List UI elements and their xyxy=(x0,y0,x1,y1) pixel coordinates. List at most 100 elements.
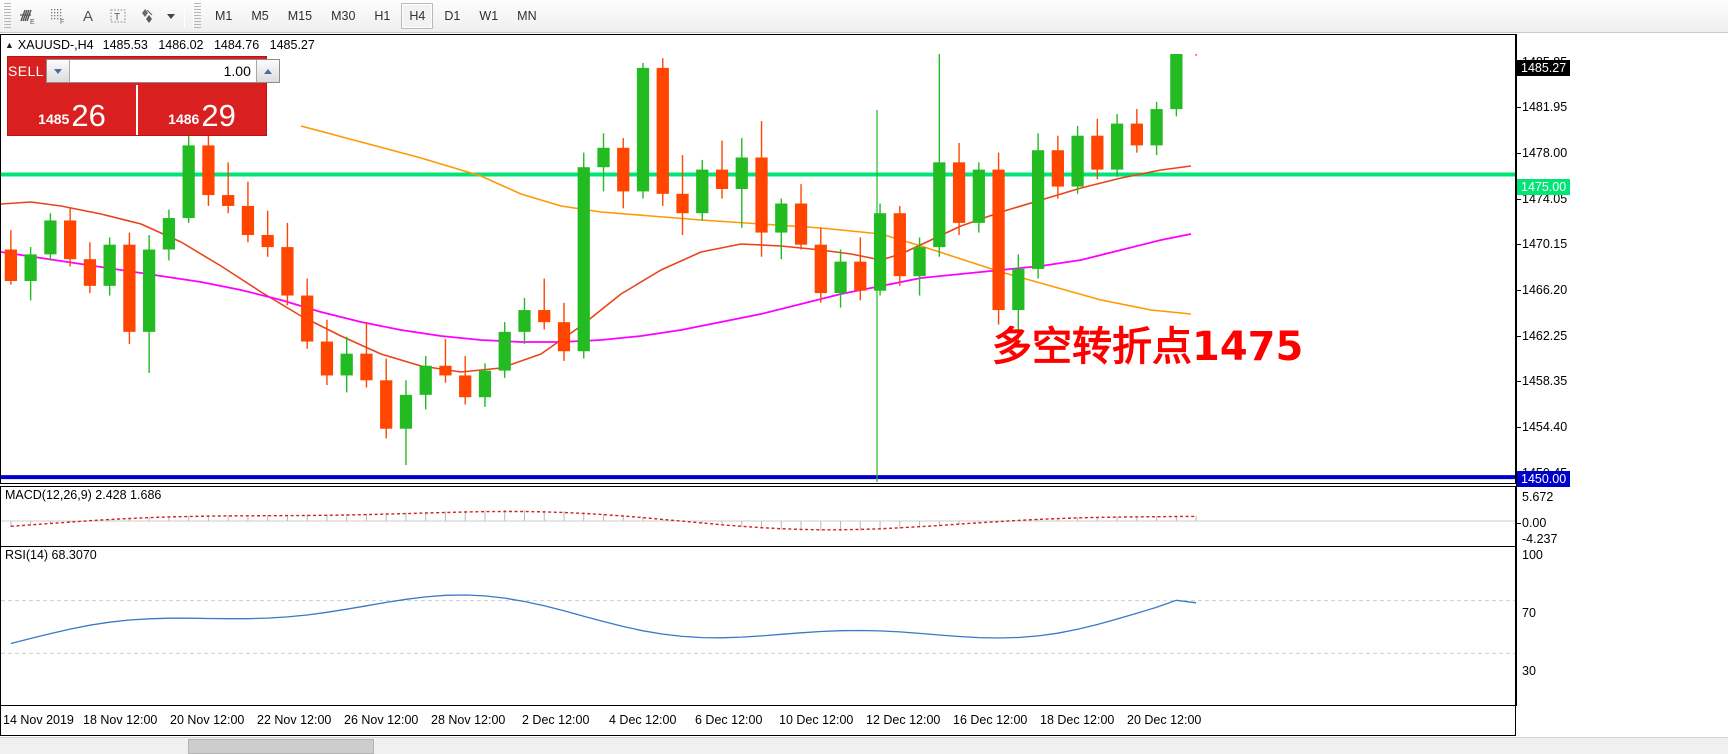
candlestick xyxy=(794,184,808,250)
rsi-svg xyxy=(1,594,1515,654)
candlestick xyxy=(498,322,511,378)
timeframe-button-m30[interactable]: M30 xyxy=(331,9,356,23)
timeframe-button-h4[interactable]: H4 xyxy=(401,3,434,29)
timeframe-toolbar-grip[interactable] xyxy=(193,3,201,29)
scrollbar-thumb[interactable] xyxy=(188,739,374,754)
candlestick xyxy=(222,162,235,214)
main-toolbar: E F A xyxy=(0,0,1728,33)
time-axis-label: 20 Dec 12:00 xyxy=(1127,713,1202,727)
rsi-panel[interactable]: RSI(14) 68.3070 xyxy=(0,546,1516,706)
macd-label: MACD(12,26,9) 2.428 1.686 xyxy=(5,488,165,502)
price-axis-tick xyxy=(1517,107,1521,109)
candlestick xyxy=(182,129,195,223)
svg-text:T: T xyxy=(114,12,120,23)
volume-increment-button[interactable] xyxy=(255,60,279,82)
timeframe-button-d1[interactable]: D1 xyxy=(444,9,461,23)
rsi-axis-label: 70 xyxy=(1522,606,1536,620)
macd-axis-label: 5.672 xyxy=(1522,490,1554,504)
text-label-icon[interactable]: A xyxy=(82,7,93,25)
candlestick xyxy=(775,198,788,260)
toolbar-grip[interactable] xyxy=(3,3,11,29)
candlestick xyxy=(1130,109,1143,153)
candlestick xyxy=(340,336,353,393)
candlestick xyxy=(972,162,985,233)
timeframe-button-m1[interactable]: M1 xyxy=(215,9,233,23)
candlestick xyxy=(952,142,966,235)
buy-button[interactable]: BUY xyxy=(281,63,312,79)
volume-input[interactable] xyxy=(69,60,256,82)
ohlc-open: 1485.53 xyxy=(102,37,148,52)
candlestick xyxy=(814,227,827,303)
macd-signal-line xyxy=(10,510,1197,531)
candlestick xyxy=(834,249,847,308)
toolbar-divider xyxy=(184,4,185,28)
candlestick xyxy=(241,181,255,243)
price-axis[interactable]: 1485.851481.951478.001474.051470.151466.… xyxy=(1516,34,1728,706)
candlestick xyxy=(478,363,492,407)
price-axis-label: 1466.20 xyxy=(1517,283,1567,297)
time-axis[interactable]: 14 Nov 2019 18 Nov 12:00 20 Nov 12:00 22 No… xyxy=(0,706,1516,736)
candlestick xyxy=(676,155,689,235)
text-box-icon[interactable]: T xyxy=(103,2,133,30)
macd-panel[interactable]: MACD(12,26,9) 2.428 1.686 xyxy=(0,486,1516,548)
price-axis-label: 1462.25 xyxy=(1517,329,1567,343)
time-axis-label: 26 Nov 12:00 xyxy=(344,713,419,727)
timeframe-button-h1[interactable]: H1 xyxy=(374,9,391,23)
time-axis-label: 2 Dec 12:00 xyxy=(522,713,590,727)
candlestick xyxy=(597,133,610,192)
price-axis-tick xyxy=(1517,335,1521,337)
candlestick xyxy=(735,138,748,228)
time-axis-label: 12 Dec 12:00 xyxy=(866,713,941,727)
svg-text:E: E xyxy=(30,19,35,26)
volume-decrement-button[interactable] xyxy=(46,60,70,82)
price-chart-panel[interactable] xyxy=(0,54,1516,484)
candlestick xyxy=(1051,135,1064,199)
timeframe-button-m15[interactable]: M15 xyxy=(287,9,313,23)
horizontal-scrollbar[interactable] xyxy=(0,737,1728,754)
candlestick xyxy=(1071,126,1084,194)
candlestick xyxy=(1110,113,1124,177)
price-axis-tick xyxy=(1517,152,1521,154)
candlestick xyxy=(44,213,57,261)
timeframe-button-m5[interactable]: M5 xyxy=(251,9,269,23)
candlestick xyxy=(1195,54,1197,56)
green-level-tag: 1475.00 xyxy=(1517,178,1571,195)
bid-price-prefix: 1485 xyxy=(38,111,70,127)
chart-expand-icon[interactable]: ▲ xyxy=(5,39,14,50)
candlestick xyxy=(696,159,709,221)
timeframe-group: M1 M5 M15 M30 H1 H4 D1 W1 MN xyxy=(207,3,545,29)
candlestick xyxy=(162,209,176,261)
ask-price-button[interactable]: 1486 29 xyxy=(138,85,266,135)
indicators-icon[interactable]: E xyxy=(13,2,43,30)
candlestick xyxy=(873,203,887,296)
one-click-trading-panel[interactable]: SELL BUY 1485 26 1486 29 xyxy=(7,56,311,136)
timeframe-button-mn[interactable]: MN xyxy=(517,9,537,23)
chevron-down-icon[interactable] xyxy=(163,2,179,30)
macd-axis-label: -4.237 xyxy=(1522,532,1558,546)
time-axis-label: 28 Nov 12:00 xyxy=(431,713,506,727)
price-axis-tick xyxy=(1517,244,1521,246)
candlestick xyxy=(854,237,867,301)
volume-stepper[interactable] xyxy=(45,59,280,83)
time-axis-label: 18 Nov 12:00 xyxy=(83,713,158,727)
sell-button[interactable]: SELL xyxy=(8,63,44,79)
bid-price-button[interactable]: 1485 26 xyxy=(8,85,138,135)
time-axis-label: 16 Dec 12:00 xyxy=(953,713,1028,727)
candlestick xyxy=(636,63,650,199)
svg-text:F: F xyxy=(60,19,64,26)
candlestick xyxy=(1031,133,1045,279)
time-axis-label: 10 Dec 12:00 xyxy=(779,713,854,727)
candlestick xyxy=(24,247,37,301)
candlestick xyxy=(419,356,432,410)
objects-icon[interactable] xyxy=(133,2,163,30)
time-axis-label: 14 Nov 2019 xyxy=(3,713,74,727)
time-axis-label: 18 Dec 12:00 xyxy=(1040,713,1115,727)
price-chart-svg xyxy=(1,54,1515,482)
timeframe-button-w1[interactable]: W1 xyxy=(479,9,499,23)
price-axis-tick xyxy=(1517,198,1521,200)
time-axis-label: 20 Nov 12:00 xyxy=(170,713,245,727)
crosshair-icon[interactable]: F xyxy=(43,2,73,30)
macd-axis-tick xyxy=(1517,523,1521,524)
candlestick xyxy=(399,380,413,466)
price-axis-tick xyxy=(1517,427,1521,429)
